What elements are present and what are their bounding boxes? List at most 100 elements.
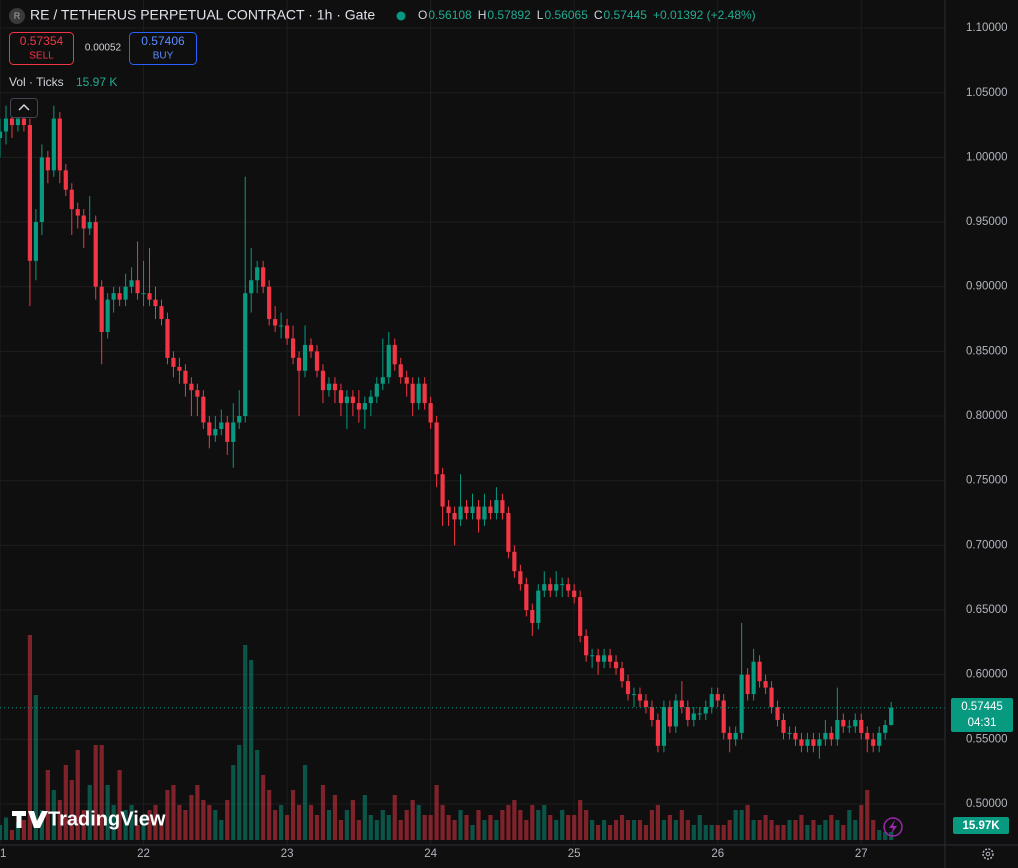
- buy-button[interactable]: [129, 32, 197, 65]
- volume-bar: [745, 805, 750, 840]
- volume-bar: [841, 825, 846, 840]
- candle-body: [883, 725, 888, 733]
- volume-bar: [464, 815, 469, 840]
- candle-body: [799, 739, 804, 746]
- candle-body: [231, 422, 236, 442]
- legend-value: 0.57445: [604, 8, 648, 22]
- candle-body: [745, 674, 750, 695]
- y-tick-label: 0.90000: [966, 281, 1008, 293]
- volume-bar: [165, 790, 170, 840]
- volume-bar: [87, 785, 92, 840]
- volume-bar: [763, 815, 768, 840]
- candle-body: [326, 383, 332, 391]
- candle-body: [434, 422, 439, 475]
- volume-bar: [865, 790, 870, 840]
- candle-body: [452, 513, 457, 520]
- legend-key: O: [418, 8, 427, 22]
- candle-body: [201, 396, 206, 423]
- volume-bar: [350, 800, 355, 840]
- candle-body: [482, 506, 487, 520]
- volume-bar: [267, 790, 272, 840]
- volume-bar: [356, 820, 361, 840]
- candle-body: [261, 267, 266, 287]
- sell-button[interactable]: [9, 32, 74, 65]
- volume-bar: [871, 820, 876, 840]
- volume-bar: [129, 805, 134, 840]
- candle-body: [733, 732, 738, 740]
- candle-body: [673, 700, 678, 727]
- candle-body: [153, 299, 158, 307]
- candle-body: [793, 732, 798, 740]
- collapse-button[interactable]: [10, 98, 38, 118]
- candle-body: [763, 681, 768, 688]
- candle-body: [805, 739, 810, 746]
- volume-bar: [225, 800, 230, 840]
- candle-body: [572, 590, 577, 598]
- candle-body: [356, 403, 361, 410]
- volume-bar: [452, 820, 457, 840]
- volume-bar: [691, 825, 696, 840]
- volume-bar: [434, 785, 439, 840]
- volume-bar: [727, 820, 732, 840]
- volume-bar: [518, 810, 523, 840]
- volume-bar: [739, 810, 744, 840]
- candle-body: [613, 661, 619, 669]
- volume-bar: [643, 825, 649, 840]
- candle-body: [87, 222, 92, 229]
- candle-body: [410, 383, 415, 404]
- volume-bar: [835, 820, 840, 840]
- volume-bar: [75, 750, 80, 840]
- volume-bar: [0, 825, 3, 840]
- countdown: 04:31: [968, 717, 997, 729]
- candle-body: [488, 506, 493, 514]
- legend-key: L: [537, 8, 544, 22]
- settings-button[interactable]: [982, 848, 994, 860]
- candle-body: [685, 707, 690, 720]
- candle-body: [237, 416, 242, 423]
- volume-bar: [596, 825, 601, 840]
- candle-body: [135, 280, 140, 294]
- volume-bar: [362, 795, 367, 840]
- candle-body: [15, 118, 21, 126]
- candle-body: [691, 713, 696, 720]
- candle-body: [703, 707, 708, 714]
- candle-body: [518, 571, 523, 585]
- candle-body: [314, 351, 320, 371]
- candle-body: [386, 344, 391, 378]
- volume-bar: [476, 810, 481, 840]
- candle-body: [787, 732, 792, 734]
- candle-body: [171, 357, 176, 367]
- candle-body: [99, 286, 104, 332]
- sell-label: SELL: [29, 51, 54, 62]
- volume-bar: [625, 820, 631, 840]
- candle-body: [847, 726, 852, 728]
- volume-bar: [811, 820, 816, 840]
- y-tick-label: 0.95000: [966, 216, 1008, 228]
- volume-bar: [123, 810, 128, 840]
- lightning-icon: [889, 820, 897, 834]
- volume-bar: [775, 825, 780, 840]
- lightning-button[interactable]: [883, 817, 903, 837]
- volume-bar: [673, 820, 678, 840]
- volume-bar: [422, 815, 427, 840]
- volume-bar: [607, 825, 613, 840]
- candle-body: [374, 383, 379, 397]
- candle-body: [249, 280, 254, 294]
- candle-body: [859, 719, 864, 733]
- candle-body: [284, 325, 290, 339]
- candle-body: [428, 403, 433, 423]
- volume-bar: [757, 820, 762, 840]
- volume-bar: [15, 822, 21, 840]
- candle-body: [781, 719, 786, 733]
- x-tick-label: 21: [0, 848, 6, 860]
- volume-bar: [392, 795, 397, 840]
- volume-bar: [21, 820, 27, 840]
- candle-body: [404, 377, 409, 384]
- candle-body: [111, 293, 116, 300]
- candle-body: [811, 739, 816, 746]
- x-tick-label: 27: [855, 848, 868, 860]
- candle-body: [57, 118, 62, 171]
- volume-bar: [494, 820, 499, 840]
- candle-body: [841, 719, 846, 727]
- volume-bar: [249, 660, 254, 840]
